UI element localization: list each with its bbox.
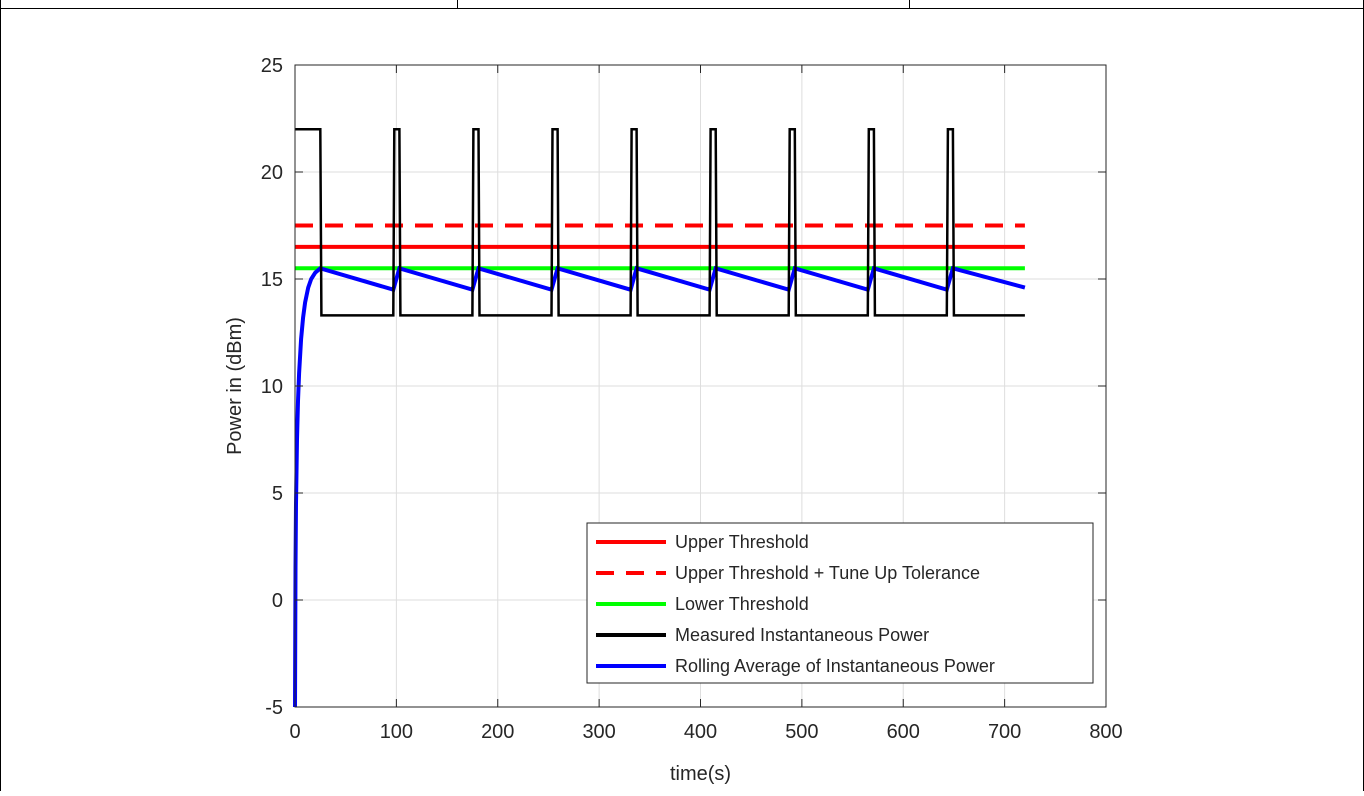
x-tick-label: 400	[684, 721, 717, 743]
x-tick-label: 100	[380, 721, 413, 743]
series-line-4	[295, 127, 1025, 317]
legend: Upper Threshold Upper Threshold + Tune Up…	[586, 522, 1094, 684]
y-tick-label: 15	[261, 269, 283, 291]
legend-label: Lower Threshold	[675, 594, 809, 614]
y-tick-label: -5	[265, 697, 283, 719]
x-axis-label: time(s)	[670, 763, 731, 785]
x-tick-label: 800	[1089, 721, 1122, 743]
x-tick-label: 200	[481, 721, 514, 743]
x-tick-label: 700	[988, 721, 1021, 743]
y-tick-label: 5	[272, 483, 283, 505]
x-tick-label: 600	[887, 721, 920, 743]
y-tick-label: 0	[272, 590, 283, 612]
legend-label: Rolling Average of Instantaneous Power	[675, 656, 995, 676]
x-tick-label: 500	[785, 721, 818, 743]
legend-label: Upper Threshold	[675, 532, 809, 552]
series-line-5	[293, 265, 1026, 708]
legend-box	[586, 522, 1094, 684]
axes-box	[294, 64, 1107, 708]
y-tick-label: 20	[261, 162, 283, 184]
y-tick-label: 25	[261, 55, 283, 77]
legend-label: Measured Instantaneous Power	[675, 625, 929, 645]
tick-labels: 0 100 200 300 400 500 600 700 800 -5 0 5 10 15 20 25	[261, 55, 1123, 743]
x-tick-label: 0	[289, 721, 300, 743]
x-tick-label: 300	[582, 721, 615, 743]
y-axis-label: Power in (dBm)	[224, 317, 246, 455]
y-tick-label: 10	[261, 376, 283, 398]
legend-label: Upper Threshold + Tune Up Tolerance	[675, 563, 980, 583]
series-group	[293, 127, 1026, 708]
